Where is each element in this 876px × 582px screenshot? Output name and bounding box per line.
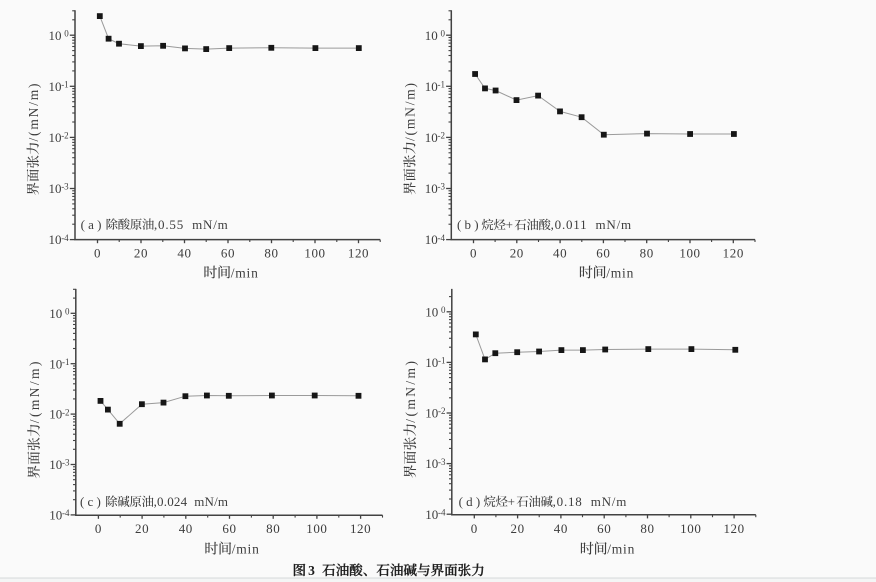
svg-text:/min: /min — [232, 542, 260, 557]
svg-text:/(mN/m): /(mN/m) — [27, 359, 42, 423]
svg-text:-3: -3 — [438, 182, 446, 192]
svg-text:100: 100 — [680, 521, 701, 536]
svg-text:80: 80 — [264, 246, 278, 261]
svg-text:+: + — [508, 494, 515, 509]
svg-text:0: 0 — [441, 28, 446, 38]
svg-text:,0.55 mN/m: ,0.55 mN/m — [154, 217, 229, 232]
svg-text:-2: -2 — [438, 131, 446, 141]
svg-text:120: 120 — [348, 246, 369, 261]
svg-text:120: 120 — [723, 246, 744, 261]
svg-text:40: 40 — [177, 246, 191, 261]
svg-text:60: 60 — [596, 246, 610, 261]
svg-text:80: 80 — [640, 246, 654, 261]
svg-text:-4: -4 — [438, 507, 446, 517]
svg-text:(d): (d) — [459, 494, 484, 509]
svg-text:0: 0 — [64, 28, 69, 38]
svg-text:0: 0 — [471, 521, 478, 536]
svg-text:10: 10 — [49, 79, 62, 94]
svg-text:-1: -1 — [438, 80, 446, 90]
svg-text:-4: -4 — [62, 508, 70, 518]
svg-text:40: 40 — [553, 246, 567, 261]
svg-text:-2: -2 — [438, 406, 446, 416]
svg-text:40: 40 — [554, 521, 568, 536]
svg-text:/(mN/m): /(mN/m) — [26, 82, 41, 142]
svg-text:3: 3 — [308, 563, 315, 578]
svg-text:10: 10 — [425, 304, 438, 319]
svg-text:0: 0 — [95, 521, 102, 536]
svg-text:60: 60 — [222, 521, 236, 536]
svg-text:10: 10 — [49, 356, 62, 371]
svg-text:0: 0 — [441, 305, 446, 315]
svg-text:60: 60 — [597, 521, 611, 536]
svg-text:10: 10 — [425, 232, 438, 247]
svg-text:10: 10 — [49, 306, 62, 321]
svg-text:10: 10 — [49, 181, 62, 196]
svg-text:100: 100 — [679, 246, 700, 261]
svg-text:10: 10 — [425, 181, 438, 196]
svg-text:20: 20 — [135, 521, 149, 536]
svg-text:-1: -1 — [62, 357, 70, 367]
svg-text:10: 10 — [425, 79, 438, 94]
svg-text:10: 10 — [425, 406, 438, 421]
svg-text:100: 100 — [306, 521, 327, 536]
svg-text:10: 10 — [49, 28, 62, 43]
svg-text:-4: -4 — [61, 233, 69, 243]
svg-text:/min: /min — [606, 265, 634, 280]
svg-text:/(mN/m): /(mN/m) — [403, 359, 418, 423]
svg-text:-3: -3 — [62, 458, 70, 468]
svg-text:40: 40 — [179, 521, 193, 536]
svg-text:10: 10 — [49, 457, 62, 472]
svg-text:10: 10 — [425, 355, 438, 370]
svg-text:-4: -4 — [438, 233, 446, 243]
svg-text:20: 20 — [510, 521, 524, 536]
svg-text:10: 10 — [49, 232, 62, 247]
svg-text:/(mN/m): /(mN/m) — [402, 81, 417, 141]
svg-text:60: 60 — [221, 246, 235, 261]
svg-text:10: 10 — [49, 130, 62, 145]
svg-text:10: 10 — [49, 407, 62, 422]
svg-text:/min: /min — [231, 265, 259, 280]
svg-text:10: 10 — [425, 507, 438, 522]
svg-text:10: 10 — [425, 130, 438, 145]
svg-text:-2: -2 — [62, 407, 70, 417]
svg-text:-2: -2 — [61, 131, 69, 141]
svg-text:20: 20 — [134, 246, 148, 261]
svg-text:,0.18 mN/m: ,0.18 mN/m — [553, 494, 628, 509]
svg-text:-3: -3 — [438, 457, 446, 467]
svg-text:10: 10 — [425, 28, 438, 43]
svg-text:+: + — [506, 217, 513, 232]
svg-text:(c): (c) — [80, 494, 104, 509]
svg-text:120: 120 — [723, 521, 744, 536]
svg-text:10: 10 — [425, 456, 438, 471]
svg-text:80: 80 — [266, 521, 280, 536]
svg-text:0: 0 — [470, 246, 477, 261]
svg-text:,0.024 mN/m: ,0.024 mN/m — [154, 494, 229, 509]
svg-text:100: 100 — [304, 246, 325, 261]
svg-text:80: 80 — [640, 521, 654, 536]
svg-text:0: 0 — [65, 307, 70, 317]
svg-text:-1: -1 — [438, 356, 446, 366]
svg-text:10: 10 — [49, 508, 62, 523]
svg-text:20: 20 — [510, 246, 524, 261]
svg-text:0: 0 — [94, 246, 101, 261]
svg-text:120: 120 — [350, 521, 371, 536]
svg-text:,0.011 mN/m: ,0.011 mN/m — [551, 217, 632, 232]
svg-text:(b): (b) — [457, 217, 482, 232]
svg-text:/min: /min — [607, 542, 635, 557]
svg-text:(a): (a) — [81, 217, 105, 232]
svg-text:-1: -1 — [61, 80, 69, 90]
svg-text:-3: -3 — [61, 182, 69, 192]
